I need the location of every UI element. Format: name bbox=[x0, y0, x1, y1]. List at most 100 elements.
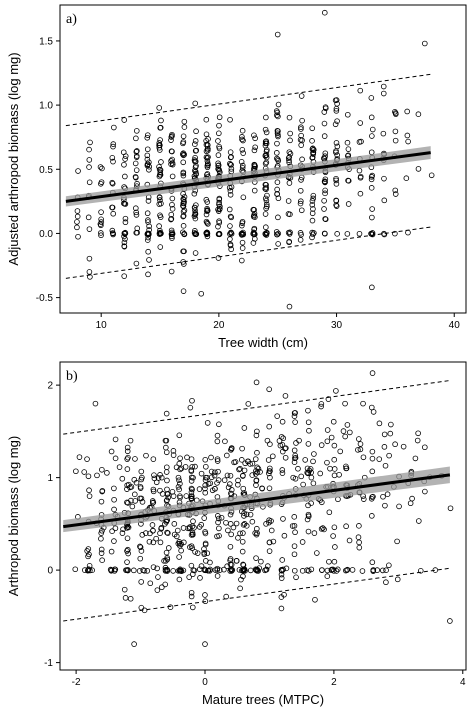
data-point bbox=[265, 563, 271, 569]
data-point bbox=[270, 453, 276, 460]
data-point bbox=[186, 574, 192, 580]
data-point bbox=[239, 245, 246, 251]
data-point bbox=[202, 485, 208, 492]
data-point bbox=[306, 467, 313, 474]
data-point bbox=[131, 567, 137, 574]
data-point bbox=[235, 481, 241, 488]
data-point bbox=[297, 237, 304, 243]
data-point bbox=[121, 273, 127, 279]
data-point bbox=[388, 421, 394, 428]
data-point bbox=[204, 205, 210, 212]
data-point bbox=[188, 562, 195, 569]
data-point bbox=[266, 548, 273, 554]
data-point bbox=[150, 486, 157, 493]
data-point bbox=[249, 472, 256, 478]
data-point bbox=[74, 208, 81, 214]
data-point bbox=[221, 566, 227, 573]
data-point bbox=[143, 452, 149, 459]
data-point bbox=[169, 131, 175, 138]
data-point bbox=[125, 567, 131, 573]
data-point bbox=[299, 568, 306, 574]
data-point bbox=[157, 539, 164, 546]
data-point bbox=[310, 151, 317, 157]
data-point bbox=[157, 487, 163, 494]
data-point bbox=[267, 465, 273, 472]
data-point bbox=[169, 173, 176, 180]
data-point bbox=[321, 178, 328, 185]
data-point bbox=[227, 160, 233, 167]
data-point bbox=[380, 90, 387, 97]
data-point bbox=[292, 410, 298, 416]
data-point bbox=[309, 125, 316, 132]
y-tick-label: -1 bbox=[44, 658, 53, 669]
data-point bbox=[144, 161, 151, 168]
data-point bbox=[189, 545, 196, 551]
data-point bbox=[168, 148, 175, 155]
data-point bbox=[253, 531, 260, 538]
data-point bbox=[310, 192, 317, 199]
data-point bbox=[124, 546, 131, 553]
data-point bbox=[89, 567, 95, 573]
data-point bbox=[279, 418, 286, 425]
data-point bbox=[133, 209, 139, 216]
data-point bbox=[263, 182, 269, 188]
data-point bbox=[157, 472, 163, 478]
data-point bbox=[274, 231, 280, 238]
data-point bbox=[266, 539, 273, 546]
data-point bbox=[355, 447, 361, 453]
data-point bbox=[333, 203, 340, 209]
data-point bbox=[139, 474, 145, 481]
data-point bbox=[169, 201, 175, 208]
data-point bbox=[124, 535, 131, 542]
data-point bbox=[151, 472, 157, 478]
data-point bbox=[360, 496, 367, 502]
data-point bbox=[340, 428, 347, 434]
x-tick-label: 4 bbox=[460, 677, 466, 688]
data-point bbox=[325, 396, 332, 402]
data-point bbox=[207, 566, 213, 573]
data-point bbox=[145, 217, 151, 223]
data-point bbox=[119, 530, 126, 536]
data-point bbox=[291, 522, 298, 529]
data-point bbox=[121, 239, 128, 246]
data-point bbox=[125, 500, 131, 506]
x-axis-title: Mature trees (MTPC) bbox=[202, 692, 324, 707]
data-point bbox=[204, 155, 211, 161]
data-point bbox=[162, 521, 168, 527]
data-point bbox=[98, 232, 104, 239]
data-point bbox=[310, 145, 316, 152]
data-point bbox=[204, 208, 210, 214]
data-point bbox=[278, 605, 285, 612]
data-point bbox=[322, 150, 329, 157]
data-point bbox=[163, 444, 169, 451]
data-point bbox=[98, 209, 104, 215]
data-point bbox=[309, 217, 316, 224]
data-point bbox=[357, 190, 364, 197]
data-point bbox=[133, 128, 140, 134]
data-point bbox=[196, 524, 203, 530]
data-point bbox=[309, 210, 316, 217]
data-point bbox=[298, 124, 304, 131]
y-tick-label: 2 bbox=[47, 381, 53, 392]
data-point bbox=[305, 502, 311, 509]
data-point bbox=[422, 40, 428, 47]
data-point bbox=[344, 422, 351, 428]
data-point bbox=[122, 156, 128, 162]
data-point bbox=[239, 257, 245, 264]
data-point bbox=[159, 491, 166, 497]
data-point bbox=[198, 470, 205, 477]
data-point bbox=[312, 596, 318, 603]
data-point bbox=[110, 210, 117, 217]
data-point bbox=[104, 470, 110, 476]
data-point bbox=[133, 167, 140, 173]
data-point bbox=[73, 468, 79, 475]
data-point bbox=[233, 558, 240, 564]
data-point bbox=[192, 168, 199, 175]
data-point bbox=[227, 188, 234, 194]
data-point bbox=[120, 149, 127, 156]
data-point bbox=[334, 118, 340, 124]
data-point bbox=[380, 83, 387, 90]
data-point bbox=[360, 454, 367, 461]
data-point bbox=[262, 211, 269, 217]
